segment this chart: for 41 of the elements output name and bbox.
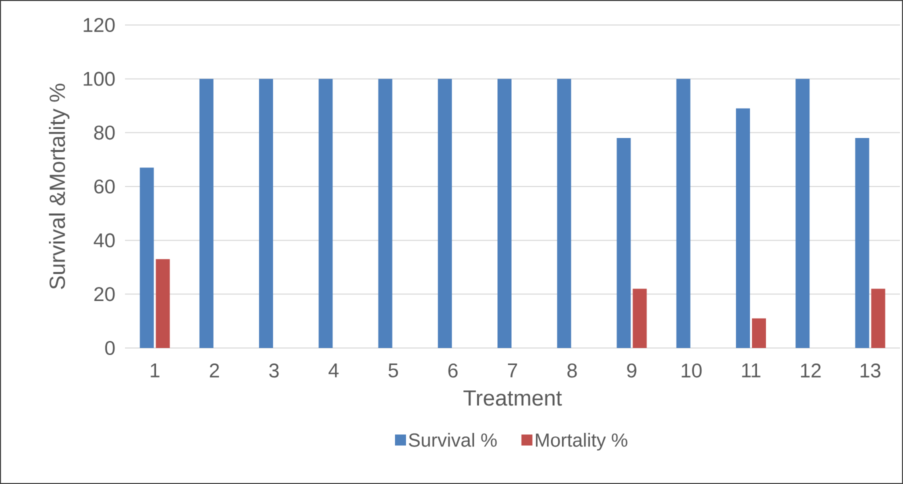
y-axis-title: Survival &Mortality % xyxy=(48,84,70,290)
bar xyxy=(855,138,870,348)
bar xyxy=(736,108,750,348)
y-tick-label: 0 xyxy=(105,340,115,356)
y-tick-label: 20 xyxy=(94,287,115,302)
x-tick-label: 7 xyxy=(508,364,518,378)
bar xyxy=(378,78,392,348)
x-tick-label: 1 xyxy=(150,364,160,378)
y-tick-label: 80 xyxy=(94,126,115,140)
bar xyxy=(259,78,274,348)
x-tick-label: 8 xyxy=(567,364,577,378)
bar xyxy=(438,78,452,348)
bar xyxy=(676,78,690,348)
x-tick-label: 5 xyxy=(388,364,398,378)
bar xyxy=(498,78,512,348)
bar xyxy=(318,78,333,348)
x-tick-label: 11 xyxy=(742,364,760,378)
x-axis-title: Treatment xyxy=(463,390,562,406)
x-tick-label: 6 xyxy=(448,364,458,378)
x-tick-label: 2 xyxy=(210,364,219,378)
bar xyxy=(557,78,572,348)
x-tick-label: 3 xyxy=(269,364,279,378)
bar xyxy=(796,78,810,348)
bar xyxy=(199,78,214,348)
y-tick-label: 60 xyxy=(94,179,115,194)
bar xyxy=(871,288,886,348)
x-tick-label: 9 xyxy=(627,364,636,378)
legend-label: Mortality % xyxy=(536,432,628,451)
x-tick-label: 13 xyxy=(860,364,880,378)
bar xyxy=(632,288,647,348)
y-tick-label: 120 xyxy=(84,18,115,32)
bar xyxy=(156,259,170,348)
x-tick-label: 4 xyxy=(328,364,339,378)
y-tick-label: 40 xyxy=(94,233,115,248)
legend-label: Survival % xyxy=(408,432,497,447)
bar xyxy=(616,138,631,348)
y-tick-label: 100 xyxy=(84,72,115,86)
x-tick-label: 12 xyxy=(801,364,821,378)
bar xyxy=(752,318,766,348)
x-tick-label: 10 xyxy=(682,364,702,378)
bar xyxy=(140,168,154,348)
